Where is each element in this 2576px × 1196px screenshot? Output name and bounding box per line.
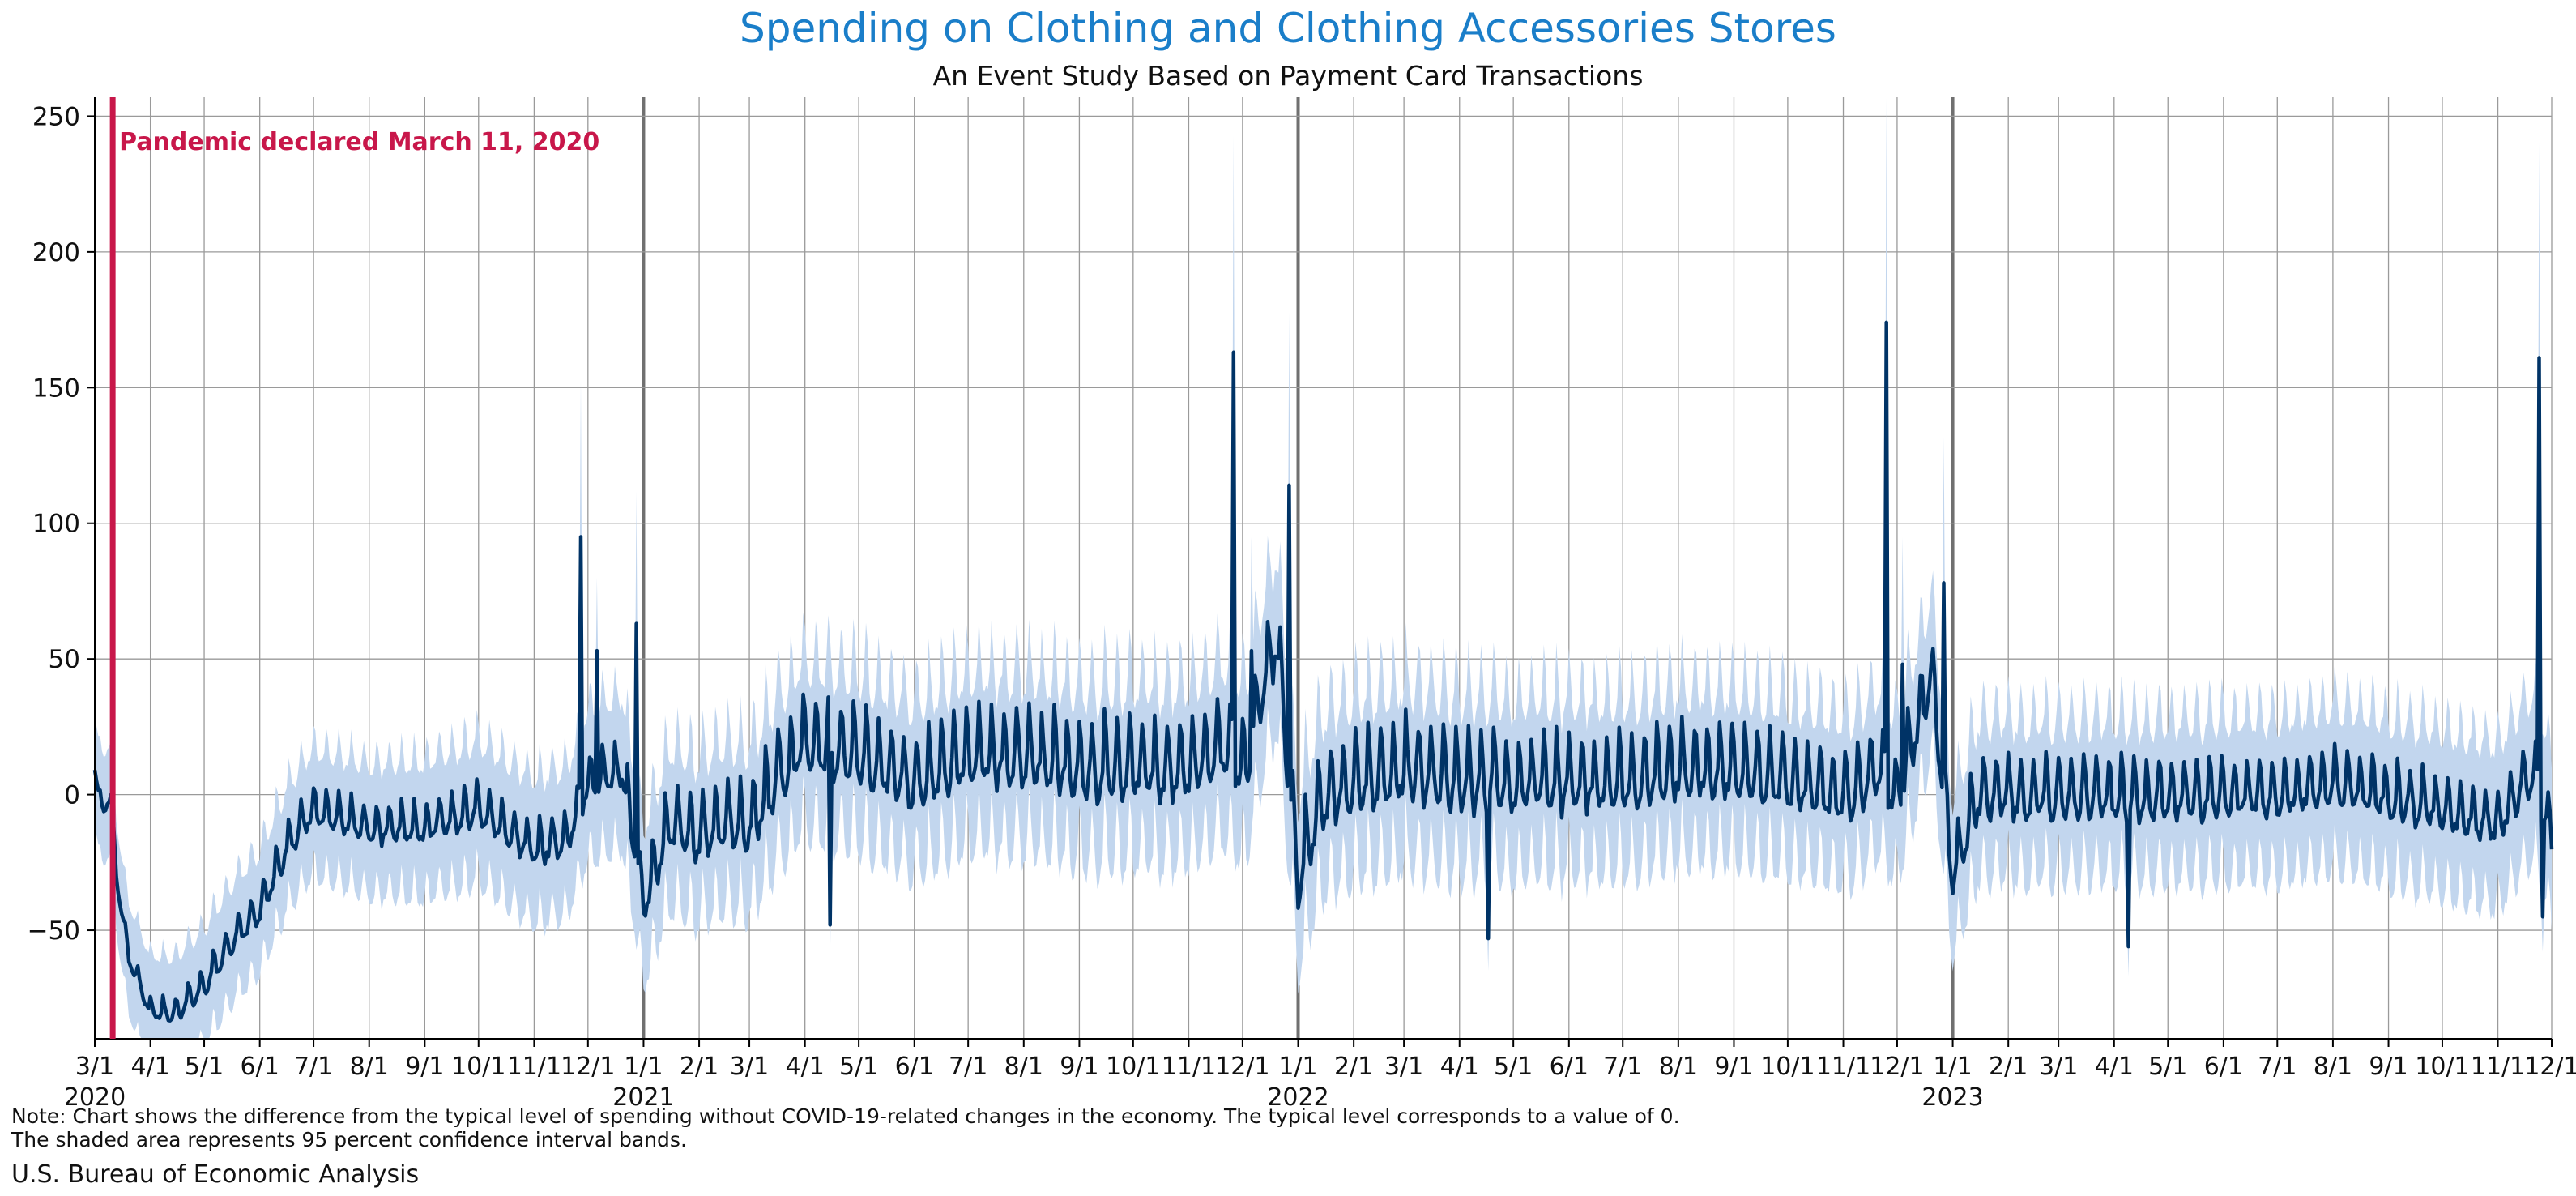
x-tick-label: 12/1 xyxy=(1215,1053,1269,1081)
x-tick-label: 2/1 xyxy=(680,1053,719,1081)
x-tick-label: 11/1 xyxy=(2471,1053,2525,1081)
x-tick-label: 7/1 xyxy=(2258,1053,2297,1081)
x-tick-label: 5/1 xyxy=(2148,1053,2187,1081)
x-tick-label: 11/1 xyxy=(507,1053,561,1081)
x-tick-label: 9/1 xyxy=(2369,1053,2408,1081)
x-tick-label: 6/1 xyxy=(2204,1053,2243,1081)
x-tick-label: 5/1 xyxy=(1494,1053,1533,1081)
x-tick-label: 3/1 xyxy=(75,1053,114,1081)
x-tick-label: 3/1 xyxy=(730,1053,769,1081)
event-marker: Pandemic declared March 11, 2020 xyxy=(109,97,599,1039)
x-year-label: 2022 xyxy=(1267,1083,1329,1112)
x-tick-label: 5/1 xyxy=(185,1053,224,1081)
x-tick-label: 12/1 xyxy=(561,1053,615,1081)
x-tick-label: 12/1 xyxy=(2524,1053,2576,1081)
x-tick-label: 12/1 xyxy=(1870,1053,1924,1081)
chart-title: Spending on Clothing and Clothing Access… xyxy=(740,5,1836,52)
confidence-band xyxy=(95,97,2552,1039)
y-tick-label: 150 xyxy=(32,374,80,403)
y-tick-label: 100 xyxy=(32,510,80,539)
x-year-label: 2023 xyxy=(1921,1083,1983,1112)
x-tick-label: 4/1 xyxy=(130,1053,169,1081)
x-tick-label: 10/1 xyxy=(1760,1053,1815,1081)
y-tick-label: 200 xyxy=(32,238,80,267)
x-tick-label: 10/1 xyxy=(1106,1053,1160,1081)
series-layer xyxy=(92,320,2554,1023)
x-tick-label: 9/1 xyxy=(1714,1053,1753,1081)
x-tick-label: 5/1 xyxy=(839,1053,878,1081)
x-tick-label: 9/1 xyxy=(1060,1053,1098,1081)
x-tick-label: 8/1 xyxy=(1659,1053,1698,1081)
x-tick-label: 3/1 xyxy=(2039,1053,2078,1081)
chart-note-ci: The shaded area represents 95 percent co… xyxy=(11,1128,687,1151)
y-tick-label: 250 xyxy=(32,102,80,131)
confidence-band-layer xyxy=(95,97,2552,1039)
x-tick-label: 2/1 xyxy=(1334,1053,1373,1081)
x-tick-label: 6/1 xyxy=(1550,1053,1589,1081)
x-tick-label: 4/1 xyxy=(1440,1053,1479,1081)
x-year-label: 2021 xyxy=(612,1083,674,1112)
x-tick-label: 7/1 xyxy=(1603,1053,1642,1081)
x-tick-label: 10/1 xyxy=(2415,1053,2469,1081)
x-tick-label: 1/1 xyxy=(1278,1053,1317,1081)
x-tick-label: 6/1 xyxy=(895,1053,934,1081)
x-tick-label: 11/1 xyxy=(1816,1053,1870,1081)
x-tick-label: 6/1 xyxy=(241,1053,279,1081)
x-tick-label: 1/1 xyxy=(624,1053,663,1081)
spending-line xyxy=(92,320,2554,1023)
chart-note: Note: Chart shows the difference from th… xyxy=(11,1104,1680,1128)
x-tick-label: 10/1 xyxy=(451,1053,505,1081)
event-label: Pandemic declared March 11, 2020 xyxy=(119,128,599,156)
y-tick-label: −50 xyxy=(28,916,80,946)
x-tick-label: 3/1 xyxy=(1384,1053,1423,1081)
chart-source: U.S. Bureau of Economic Analysis xyxy=(11,1160,420,1189)
x-tick-label: 2/1 xyxy=(1989,1053,2028,1081)
x-tick-label: 7/1 xyxy=(949,1053,987,1081)
x-year-label: 2020 xyxy=(64,1083,126,1112)
x-tick-label: 4/1 xyxy=(2095,1053,2134,1081)
x-tick-label: 11/1 xyxy=(1162,1053,1216,1081)
y-tick-label: 50 xyxy=(49,645,80,674)
y-tick-label: 0 xyxy=(64,781,80,810)
x-tick-label: 8/1 xyxy=(2314,1053,2352,1081)
x-tick-label: 1/1 xyxy=(1933,1053,1972,1081)
x-tick-label: 7/1 xyxy=(294,1053,333,1081)
x-tick-label: 8/1 xyxy=(350,1053,389,1081)
x-tick-label: 4/1 xyxy=(786,1053,825,1081)
x-tick-label: 8/1 xyxy=(1004,1053,1043,1081)
x-tick-label: 9/1 xyxy=(405,1053,444,1081)
chart-subtitle: An Event Study Based on Payment Card Tra… xyxy=(932,60,1644,92)
